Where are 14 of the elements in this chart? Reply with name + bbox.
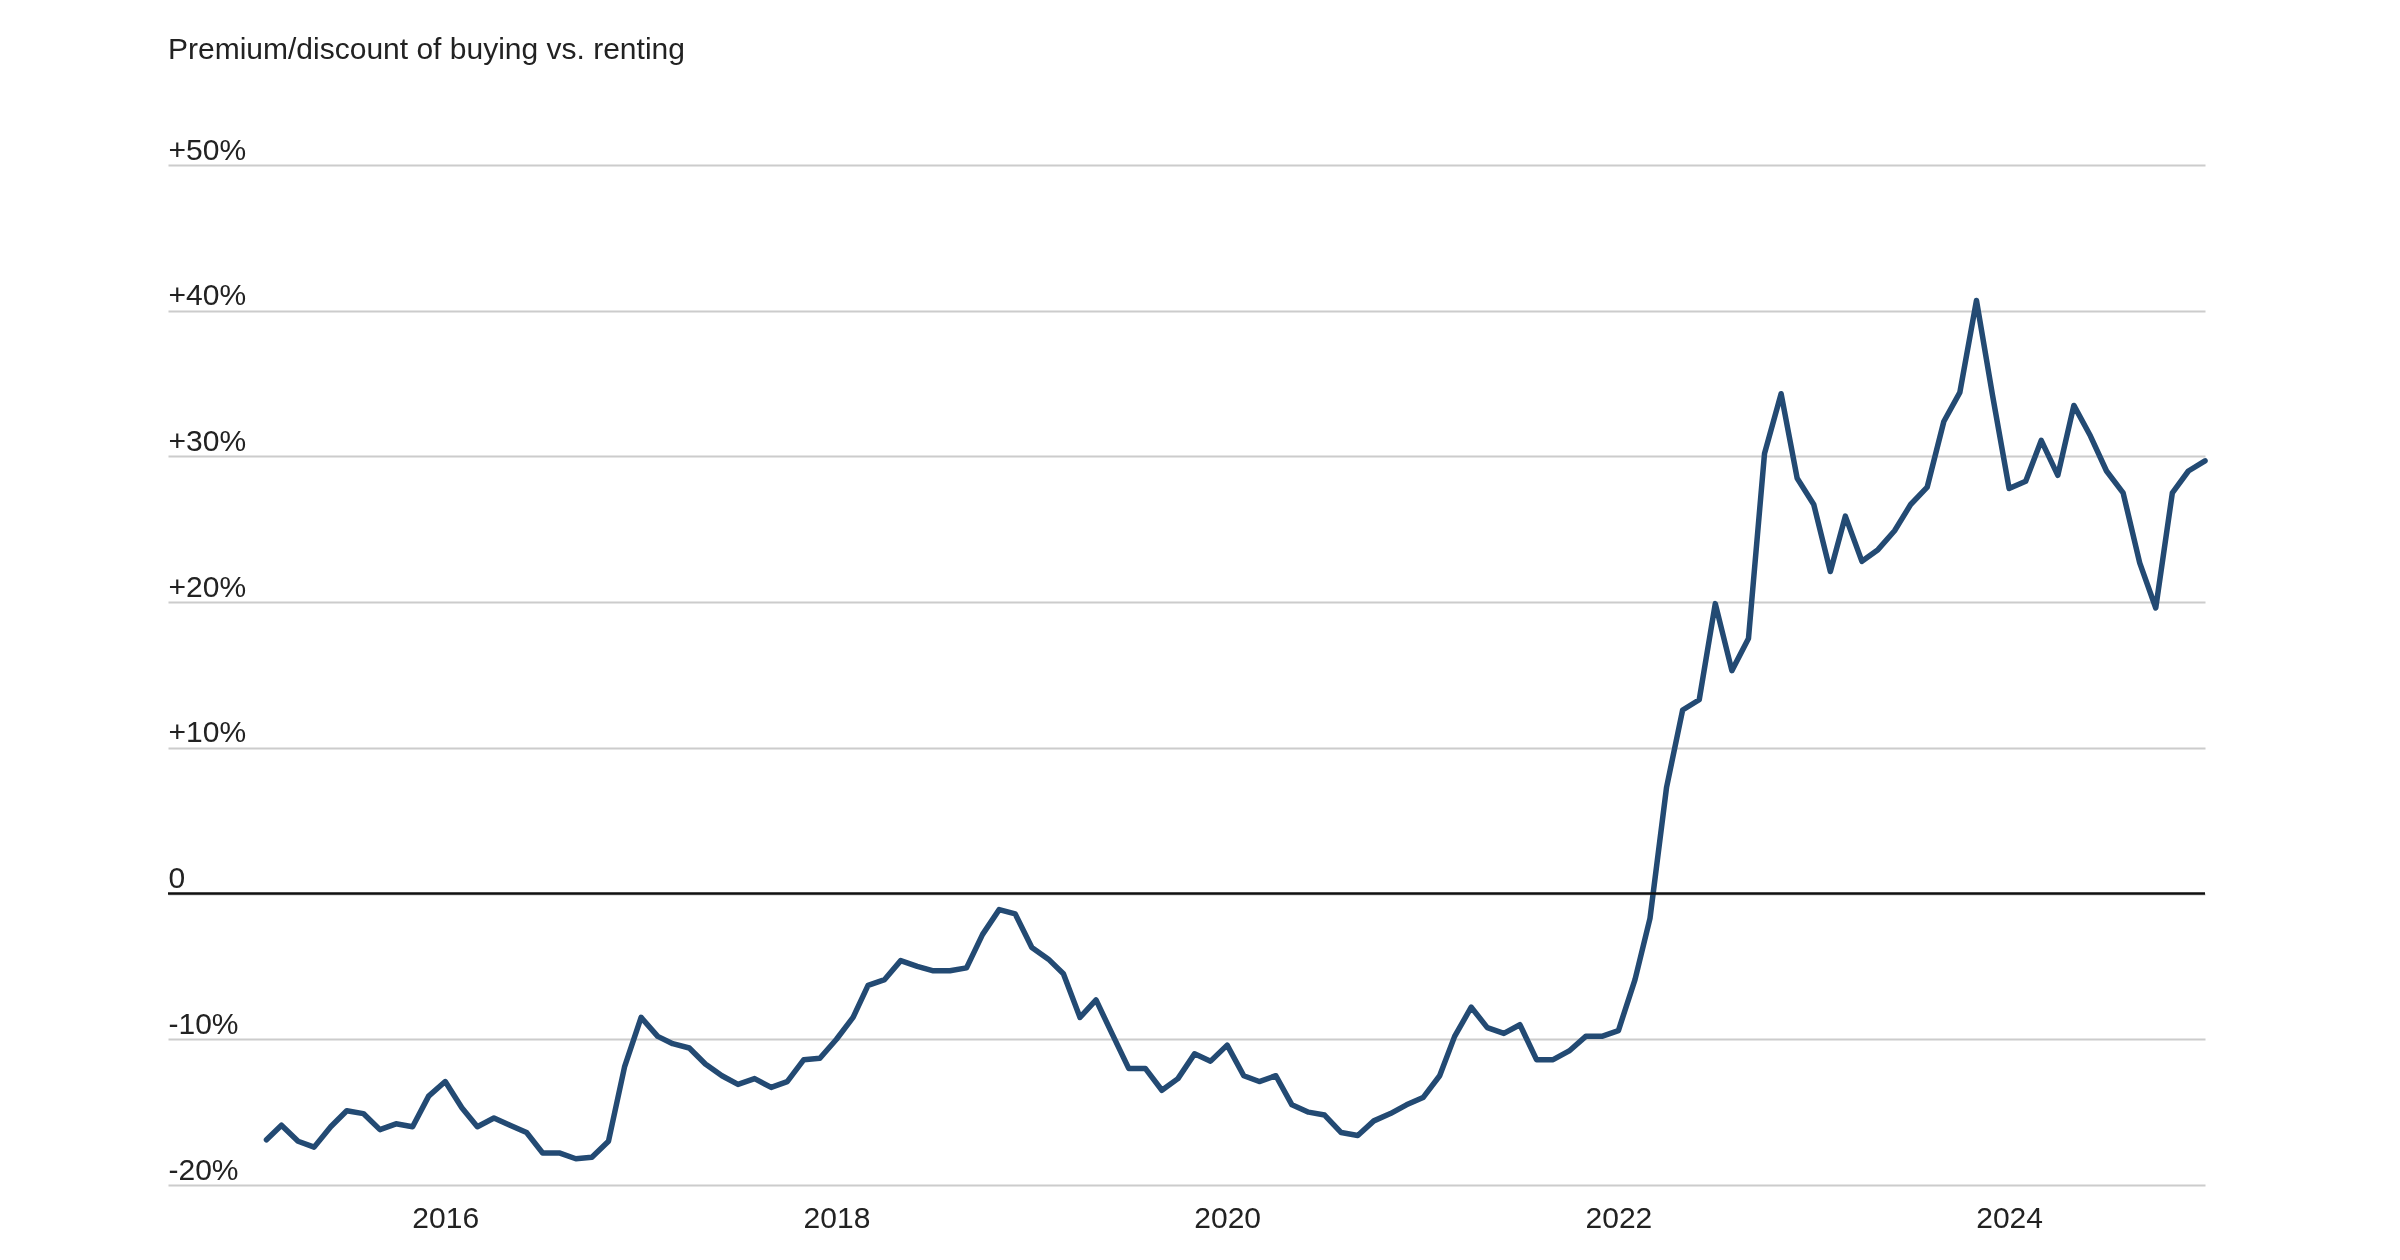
x-tick-label: 2016 <box>412 1200 480 1234</box>
x-tick-label: 2024 <box>1976 1200 2043 1234</box>
x-tick-label: 2018 <box>803 1200 871 1234</box>
chart-title: Premium/discount of buying vs. renting <box>168 32 685 65</box>
y-tick-label: -10% <box>168 1006 239 1040</box>
y-tick-label: 0 <box>168 861 186 895</box>
y-tick-label: +30% <box>168 423 247 457</box>
y-tick-label: +50% <box>168 132 247 166</box>
y-tick-label: +20% <box>168 569 247 603</box>
x-tick-label: 2022 <box>1585 1200 1653 1234</box>
x-tick-label: 2020 <box>1194 1200 1262 1234</box>
y-tick-label: +10% <box>168 715 247 749</box>
y-tick-label: -20% <box>168 1152 239 1186</box>
y-tick-label: +40% <box>168 278 247 312</box>
